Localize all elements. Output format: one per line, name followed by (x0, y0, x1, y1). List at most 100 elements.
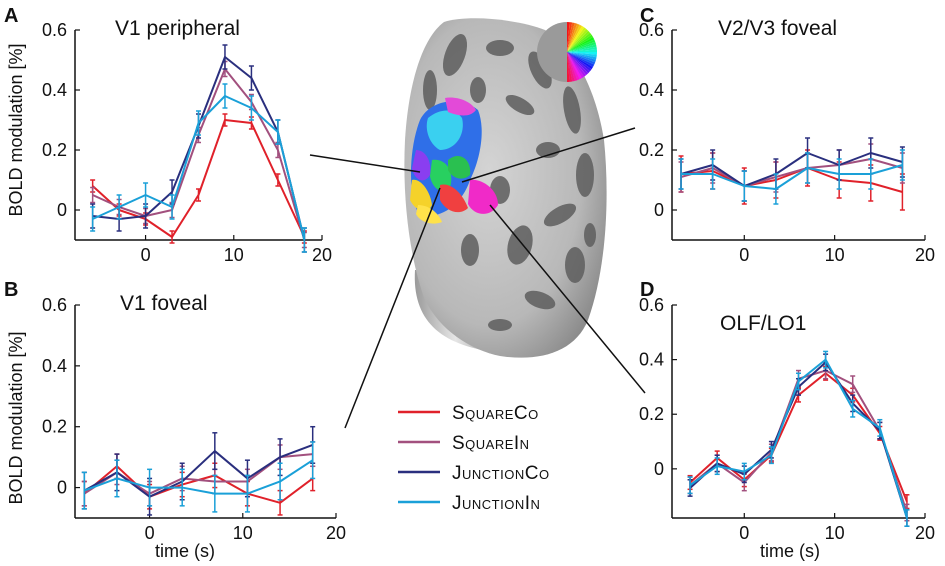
color-wheel-segment (567, 52, 589, 75)
series-junctionin (81, 441, 316, 513)
legend-label-squarein: SquareIn (452, 433, 530, 454)
color-wheel-segment (567, 52, 596, 63)
y-tick-label: 0.6 (639, 295, 664, 315)
panel-title: V2/V3 foveal (718, 17, 837, 40)
connector-lines (309, 127, 646, 429)
retinotopic-map (410, 97, 498, 224)
color-wheel-segment (567, 49, 597, 52)
y-tick-label: 0.6 (42, 20, 67, 40)
legend: SquareCo SquareIn JunctionCo JunctionIn (398, 403, 550, 514)
x-tick-label: 20 (312, 245, 332, 265)
series-squareco (90, 113, 307, 244)
color-wheel-segment (567, 52, 580, 81)
y-tick-label: 0 (654, 200, 664, 220)
series-line (680, 158, 903, 187)
x-tick-label: 10 (825, 245, 845, 265)
y-tick-label: 0.2 (42, 140, 67, 160)
legend-label-junctionin: JunctionIn (452, 493, 540, 514)
color-wheel-segment (567, 52, 595, 67)
legend-label-junctionco: JunctionCo (452, 463, 550, 484)
connector-a (309, 154, 421, 173)
x-tick-label: 10 (224, 245, 244, 265)
ylabel-bottom: BOLD modulation [%] (6, 331, 26, 504)
series-junctionin (687, 350, 910, 527)
color-wheel-segment (567, 29, 589, 52)
y-tick-label: 0.6 (42, 295, 67, 315)
color-wheel-segment (567, 52, 597, 55)
color-wheel-segment (567, 22, 575, 52)
color-wheel-segment (567, 52, 590, 74)
color-wheel-segment (567, 39, 596, 52)
series-line (83, 459, 314, 495)
color-wheel-segment (567, 52, 596, 65)
color-wheel-segment (567, 22, 570, 52)
brain-image (404, 18, 607, 358)
x-tick-label: 10 (233, 523, 253, 543)
color-wheel-segment (567, 41, 596, 52)
chart-panels: A V1 peripheral 0 0.2 0.4 0.6 0 10 20 B V1 foveal 0… (4, 5, 935, 543)
y-tick-label: 0.4 (639, 80, 664, 100)
panel-letter: B (4, 279, 18, 301)
brain-sulci (423, 34, 596, 331)
color-wheel-segment (567, 52, 597, 58)
color-wheel-segment (567, 52, 597, 60)
y-tick-label: 0 (57, 200, 67, 220)
series-line (680, 167, 903, 193)
y-tick-label: 0 (57, 478, 67, 498)
x-tick-label: 0 (141, 245, 151, 265)
color-wheel-segment (567, 52, 593, 70)
color-wheel-segment (567, 24, 582, 52)
panel-title: OLF/LO1 (720, 312, 806, 335)
series-line (680, 152, 903, 187)
y-tick-label: 0.4 (639, 350, 664, 370)
color-wheel (537, 22, 597, 82)
panel-title: V1 foveal (120, 292, 208, 315)
panel-d: D OLF/LO1 0 0.2 0.4 0.6 0 10 20 (639, 279, 935, 543)
x-tick-label: 20 (915, 523, 935, 543)
color-wheel-segment (567, 26, 585, 52)
x-tick-label: 0 (739, 245, 749, 265)
color-wheel-gray-half (537, 22, 567, 82)
y-tick-label: 0.2 (42, 417, 67, 437)
color-wheel-segment (567, 52, 573, 82)
x-tick-label: 20 (915, 245, 935, 265)
y-tick-label: 0.4 (42, 80, 67, 100)
color-wheel-segment (567, 32, 592, 52)
x-tick-label: 10 (825, 523, 845, 543)
color-wheel-segment (567, 46, 597, 52)
panel-a: A V1 peripheral 0 0.2 0.4 0.6 0 10 20 (4, 5, 332, 265)
ylabel-top: BOLD modulation [%] (6, 43, 26, 216)
color-wheel-segment (567, 52, 585, 78)
connector-c (461, 127, 636, 183)
connector-b (344, 187, 441, 429)
color-wheel-segment (567, 23, 580, 52)
series-line (83, 444, 314, 498)
x-tick-label: 0 (739, 523, 749, 543)
y-tick-label: 0.2 (639, 140, 664, 160)
panel-title: V1 peripheral (115, 17, 240, 40)
color-wheel-segment (567, 52, 578, 81)
series-junctionin (90, 83, 307, 253)
y-tick-label: 0 (654, 459, 664, 479)
panel-b: B V1 foveal 0 0.2 0.4 0.6 0 10 20 (4, 279, 346, 543)
color-wheel-segment (567, 52, 582, 80)
y-tick-label: 0.6 (639, 20, 664, 40)
xlabel-b: time (s) (155, 541, 215, 561)
color-wheel-segment (567, 44, 597, 52)
series-junctionin (678, 149, 905, 205)
panel-letter: D (640, 279, 654, 301)
y-tick-label: 0.2 (639, 404, 664, 424)
color-wheel-segment (567, 22, 573, 52)
y-tick-label: 0.4 (42, 356, 67, 376)
color-wheel-segment (567, 52, 592, 72)
series-line (681, 164, 903, 190)
panel-c: C V2/V3 foveal 0 0.2 0.4 0.6 0 10 20 (639, 5, 935, 265)
color-wheel-segment (567, 52, 575, 82)
panel-letter: C (640, 5, 654, 27)
color-wheel-segment (567, 37, 595, 52)
panel-letter: A (4, 5, 18, 27)
color-wheel-segment (567, 52, 570, 82)
color-wheel-segment (567, 30, 590, 52)
series-line (92, 68, 306, 241)
